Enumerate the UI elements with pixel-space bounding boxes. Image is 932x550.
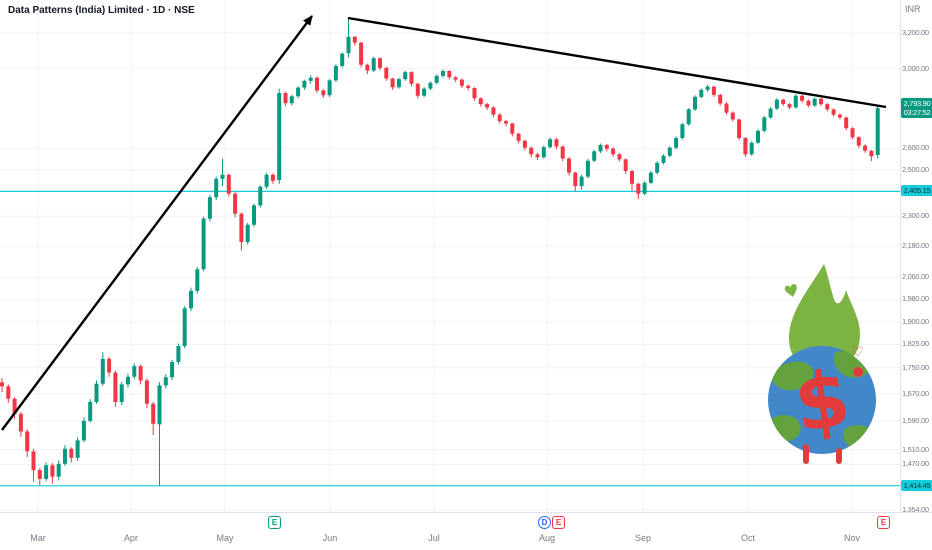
time-tick-label: Nov — [843, 533, 861, 543]
countdown-timer: 03:27:52 — [903, 108, 931, 118]
price-tick-label: 1,470.00 — [902, 459, 929, 469]
time-axis[interactable]: Mar Apr May Jun Jul Aug Sep Oct Nov E D E E — [0, 512, 932, 550]
price-tick-label: 2,500.00 — [902, 164, 929, 174]
heart-icon: ♥ — [782, 281, 802, 304]
ascending-arrow-trendline[interactable] — [1, 15, 313, 431]
price-tick-label: 1,510.00 — [902, 444, 929, 454]
symbol-title: Data Patterns (India) Limited · 1D · NSE — [8, 5, 195, 16]
level-price-badge[interactable]: 2,405.15 — [901, 185, 932, 197]
candlestick-series — [0, 18, 880, 486]
level-price-badge[interactable]: 1,414.45 — [901, 479, 932, 491]
price-tick-label: 1,825.00 — [902, 339, 929, 349]
up-candle-wicks — [45, 18, 879, 486]
earnings-marker[interactable]: E — [268, 516, 281, 529]
time-tick-label: Apr — [123, 533, 139, 543]
price-tick-label: 1,670.00 — [902, 388, 929, 398]
price-tick-label: 2,060.00 — [902, 272, 929, 282]
time-tick-label: Sep — [634, 533, 652, 543]
time-tick-label: Aug — [538, 533, 556, 543]
time-tick-label: Jul — [428, 533, 440, 543]
earnings-marker[interactable]: E — [877, 516, 890, 529]
heart-outline-icon: ♡ — [852, 345, 864, 360]
price-tick-label: 1,900.00 — [902, 317, 929, 327]
down-candle-wicks — [1, 36, 872, 486]
price-tick-label: 3,000.00 — [902, 63, 929, 73]
price-tick-label: 2,600.00 — [902, 143, 929, 153]
dividend-marker[interactable]: D — [538, 516, 551, 529]
time-tick-label: Jun — [322, 533, 338, 543]
price-tick-label: 1,750.00 — [902, 362, 929, 372]
dollar-sign-icon: $ — [789, 354, 855, 451]
last-price-value: 2,793.90 — [903, 99, 931, 109]
trendline-annotations[interactable] — [1, 15, 887, 431]
descending-trendline[interactable] — [347, 16, 887, 109]
last-price-badge[interactable]: 2,793.90 03:27:52 — [901, 98, 932, 119]
up-candle-bodies — [44, 36, 880, 479]
currency-label: INR — [905, 4, 921, 14]
time-tick-label: May — [216, 533, 234, 543]
price-tick-label: 2,300.00 — [902, 211, 929, 221]
time-tick-label: Oct — [740, 533, 756, 543]
flame-icon — [789, 264, 860, 373]
burning-earth-artwork: ♥ ♥ $ ♡ — [768, 264, 876, 464]
drip-icon — [803, 367, 863, 464]
price-tick-label: 1,354.00 — [902, 505, 929, 514]
symbol-legend[interactable]: Data Patterns (India) Limited · 1D · NSE — [8, 5, 195, 16]
heart-icon: ♥ — [840, 309, 852, 324]
price-tick-label: 3,200.00 — [902, 28, 929, 37]
price-tick-label: 1,980.00 — [902, 294, 929, 304]
price-axis[interactable]: 3,200.00 3,000.00 2,600.00 2,500.00 2,300.00… — [900, 0, 932, 514]
time-tick-label: Mar — [30, 533, 46, 543]
horizontal-level-lines[interactable] — [0, 190, 900, 487]
earnings-marker[interactable]: E — [552, 516, 565, 529]
price-tick-label: 1,590.00 — [902, 415, 929, 425]
price-tick-label: 2,180.00 — [902, 240, 929, 250]
